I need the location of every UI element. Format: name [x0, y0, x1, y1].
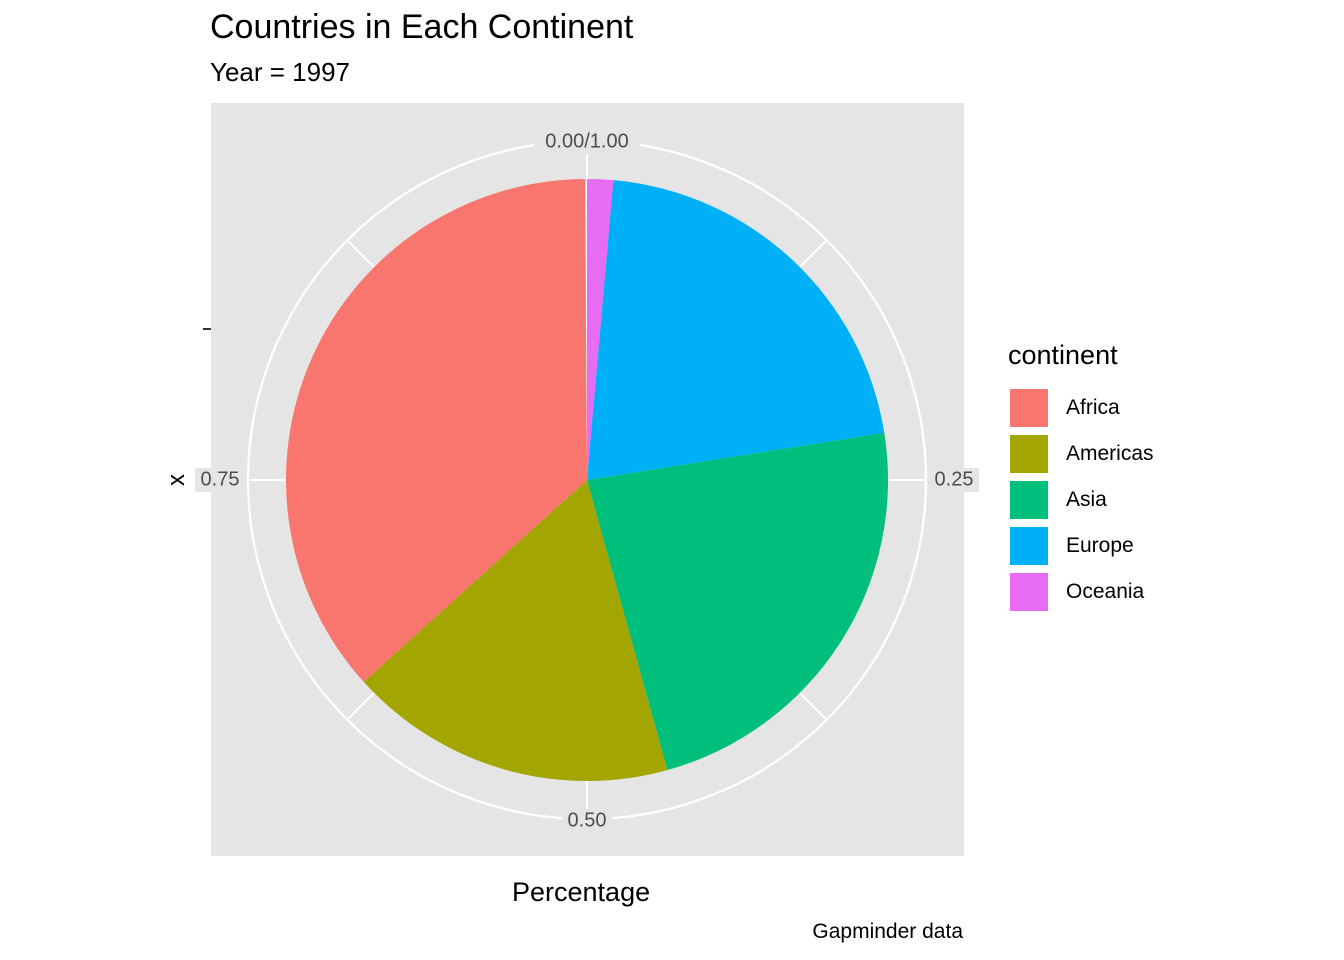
legend-label: Oceania — [1066, 580, 1145, 603]
legend-label: Asia — [1066, 488, 1107, 511]
pie-slice-asia — [587, 432, 888, 771]
pie-slice-europe — [587, 180, 885, 480]
x-axis-label: Percentage — [512, 877, 651, 907]
legend-item-africa: Africa — [1008, 385, 1154, 431]
legend-label: Africa — [1066, 396, 1120, 419]
tick-label: 0.00/1.00 — [545, 130, 628, 152]
legend-label: Americas — [1066, 442, 1154, 465]
tick-label-background — [195, 468, 245, 492]
chart-title: Countries in Each Continent — [210, 8, 634, 46]
y-axis-label: x — [163, 474, 190, 486]
tick-label: 0.25 — [935, 468, 974, 490]
legend-key — [1008, 479, 1050, 521]
pie-slice-americas — [363, 480, 668, 781]
tick-label: 0.50 — [568, 809, 607, 831]
caption: Gapminder data — [812, 920, 963, 943]
tick-label-background — [534, 130, 640, 154]
tick-label-background — [929, 468, 979, 492]
legend-title: continent — [1008, 340, 1118, 370]
legend-key — [1008, 525, 1050, 567]
legend-item-europe: Europe — [1008, 523, 1154, 569]
legend-label: Europe — [1066, 534, 1134, 557]
pie-slices — [285, 179, 888, 781]
pie-slice-oceania — [587, 179, 614, 480]
legend: continent Africa Americas Asia Europe Oceani… — [1008, 340, 1154, 615]
pie-slice-africa — [285, 179, 587, 682]
tick-label: 0.75 — [201, 468, 240, 490]
legend-key — [1008, 571, 1050, 613]
legend-item-oceania: Oceania — [1008, 569, 1154, 615]
chart-subtitle: Year = 1997 — [210, 57, 351, 87]
legend-item-americas: Americas — [1008, 431, 1154, 477]
legend-item-asia: Asia — [1008, 477, 1154, 523]
y-axis-tick — [203, 328, 211, 330]
tick-label-background — [562, 809, 612, 833]
legend-key — [1008, 433, 1050, 475]
angle-ticks: 0.00/1.00 0.25 0.50 0.75 — [195, 130, 979, 833]
legend-key — [1008, 387, 1050, 429]
